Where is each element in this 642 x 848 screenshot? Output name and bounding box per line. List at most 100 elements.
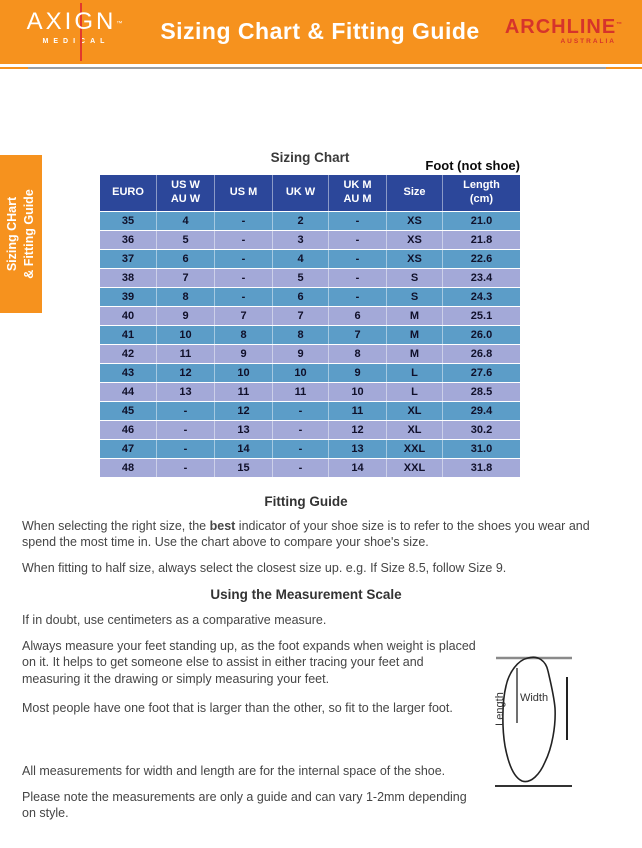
table-cell: 21.0 bbox=[442, 212, 520, 230]
fitting-p1-pre: When selecting the right size, the bbox=[22, 519, 210, 533]
table-cell: 14 bbox=[328, 459, 386, 477]
table-cell: 25.1 bbox=[442, 307, 520, 325]
column-header: US M bbox=[214, 175, 272, 211]
archline-logo-word: ARCHLINE™ bbox=[504, 16, 624, 38]
table-cell: 42 bbox=[100, 345, 156, 363]
table-cell: 31.0 bbox=[442, 440, 520, 458]
table-row: 42 11 9 9 8 M 26.8 bbox=[100, 345, 520, 363]
table-cell: - bbox=[214, 231, 272, 249]
table-row: 46-13-12 XL 30.2 bbox=[100, 421, 520, 439]
table-cell: 8 bbox=[214, 326, 272, 344]
header-banner: AXIGN™ MEDICAL Sizing Chart & Fitting Gu… bbox=[0, 0, 642, 64]
table-cell: 10 bbox=[328, 383, 386, 401]
measurement-paragraph-1: If in doubt, use centimeters as a compar… bbox=[22, 613, 327, 627]
table-cell: 7 bbox=[214, 307, 272, 325]
table-cell: 21.8 bbox=[442, 231, 520, 249]
table-cell: 7 bbox=[272, 307, 328, 325]
table-cell: 8 bbox=[328, 345, 386, 363]
column-header: Length (cm) bbox=[442, 175, 520, 211]
header-divider-line bbox=[0, 67, 642, 69]
table-cell: 13 bbox=[156, 383, 214, 401]
table-cell: 6 bbox=[328, 307, 386, 325]
table-cell: M bbox=[386, 345, 442, 363]
table-cell: 15 bbox=[214, 459, 272, 477]
sizing-table: EURO US W AU W US M UK W UK M AU M Size Length (c… bbox=[100, 174, 520, 478]
table-cell: - bbox=[272, 402, 328, 420]
table-cell: XXL bbox=[386, 459, 442, 477]
table-cell: XL bbox=[386, 421, 442, 439]
table-cell: 7 bbox=[328, 326, 386, 344]
fitting-p1-post: indicator of your shoe size is to refer … bbox=[22, 519, 590, 550]
table-cell: XS bbox=[386, 212, 442, 230]
side-tab-label: Sizing CHart & Fitting Guide bbox=[0, 155, 42, 313]
table-row: 38 7-5- S 23.4 bbox=[100, 269, 520, 287]
table-cell: 26.8 bbox=[442, 345, 520, 363]
table-cell: 47 bbox=[100, 440, 156, 458]
fitting-p1-bold: best bbox=[209, 519, 236, 533]
fitting-paragraph-1: When selecting the right size, the best … bbox=[22, 518, 622, 551]
column-header: UK W bbox=[272, 175, 328, 211]
sizing-chart-title: Sizing Chart bbox=[270, 150, 350, 165]
table-row: 41 10 8 8 7 M 26.0 bbox=[100, 326, 520, 344]
table-cell: 8 bbox=[156, 288, 214, 306]
table-cell: 30.2 bbox=[442, 421, 520, 439]
table-cell: 31.8 bbox=[442, 459, 520, 477]
table-cell: - bbox=[328, 269, 386, 287]
table-cell: S bbox=[386, 288, 442, 306]
table-cell: - bbox=[214, 250, 272, 268]
foot-measurement-diagram: Width Length bbox=[494, 656, 572, 787]
table-cell: 35 bbox=[100, 212, 156, 230]
table-cell: 12 bbox=[156, 364, 214, 382]
table-cell: - bbox=[328, 231, 386, 249]
table-cell: 9 bbox=[156, 307, 214, 325]
table-cell: 11 bbox=[156, 345, 214, 363]
table-cell: 13 bbox=[328, 440, 386, 458]
axign-logo-subtext: MEDICAL bbox=[42, 38, 110, 45]
archline-logo: ARCHLINE™ AUSTRALIA bbox=[498, 16, 630, 45]
table-cell: XS bbox=[386, 250, 442, 268]
measurement-paragraph-3: Most people have one foot that is larger… bbox=[22, 701, 453, 715]
table-cell: 5 bbox=[156, 231, 214, 249]
table-cell: - bbox=[272, 421, 328, 439]
table-cell: 11 bbox=[328, 402, 386, 420]
table-cell: - bbox=[272, 440, 328, 458]
table-row: 44 13 11 11 10 L 28.5 bbox=[100, 383, 520, 401]
table-row: 45-12-11 XL 29.4 bbox=[100, 402, 520, 420]
table-cell: - bbox=[214, 212, 272, 230]
axign-logo: AXIGN™ MEDICAL bbox=[24, 3, 128, 61]
table-cell: 9 bbox=[328, 364, 386, 382]
table-cell: 36 bbox=[100, 231, 156, 249]
table-row: 48-15-14 XXL 31.8 bbox=[100, 459, 520, 477]
measurement-paragraph-4: All measurements for width and length ar… bbox=[22, 764, 446, 778]
table-cell: M bbox=[386, 326, 442, 344]
table-cell: L bbox=[386, 383, 442, 401]
table-cell: 9 bbox=[214, 345, 272, 363]
table-cell: 41 bbox=[100, 326, 156, 344]
table-cell: - bbox=[156, 459, 214, 477]
table-cell: 37 bbox=[100, 250, 156, 268]
table-cell: - bbox=[328, 212, 386, 230]
table-cell: 12 bbox=[328, 421, 386, 439]
page-title: Sizing Chart & Fitting Guide bbox=[160, 18, 480, 44]
side-tab: Sizing CHart & Fitting Guide bbox=[0, 155, 42, 313]
table-cell: - bbox=[156, 421, 214, 439]
table-cell: 4 bbox=[272, 250, 328, 268]
sizing-table-container: EURO US W AU W US M UK W UK M AU M Size Length (c… bbox=[100, 174, 520, 478]
table-cell: 10 bbox=[156, 326, 214, 344]
side-tab-line1: Sizing CHart bbox=[5, 196, 20, 272]
fitting-guide-heading: Fitting Guide bbox=[264, 494, 348, 509]
foot-not-shoe-label: Foot (not shoe) bbox=[425, 158, 520, 173]
table-row: 43 12 10 10 9 L 27.6 bbox=[100, 364, 520, 382]
trademark-symbol: ™ bbox=[616, 22, 624, 28]
table-cell: 8 bbox=[272, 326, 328, 344]
table-cell: 5 bbox=[272, 269, 328, 287]
column-header: UK M AU M bbox=[328, 175, 386, 211]
table-row: 36 5-3- XS 21.8 bbox=[100, 231, 520, 249]
table-row: 37 6-4- XS 22.6 bbox=[100, 250, 520, 268]
axign-logo-redline bbox=[80, 3, 82, 61]
archline-logo-subtext: AUSTRALIA bbox=[560, 38, 616, 45]
side-tab-line2: & Fitting Guide bbox=[22, 189, 36, 279]
foot-outline bbox=[502, 656, 556, 783]
table-cell: 23.4 bbox=[442, 269, 520, 287]
table-cell: 6 bbox=[272, 288, 328, 306]
